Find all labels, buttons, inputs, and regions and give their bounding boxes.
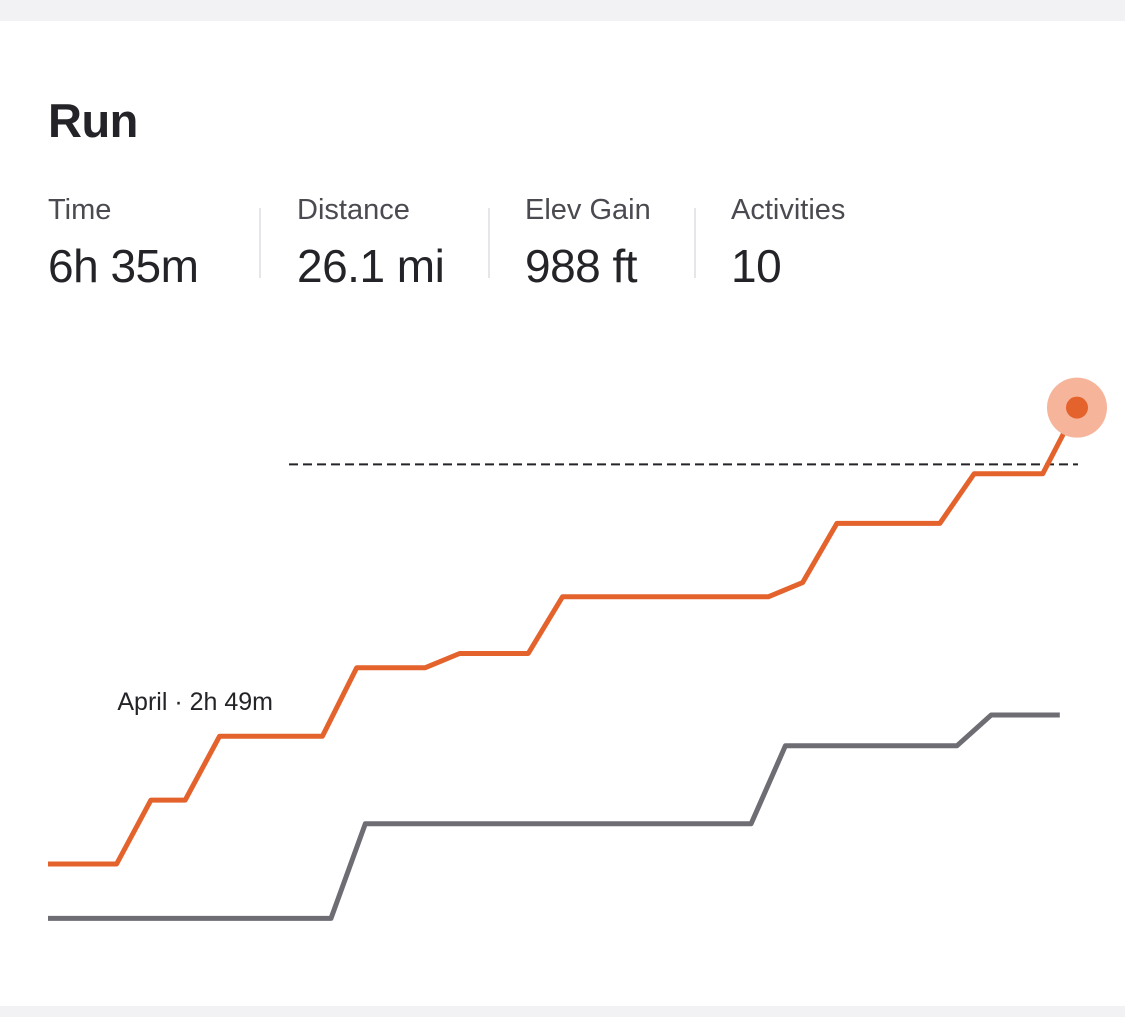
- previous-period-line: [48, 712, 1060, 921]
- stat-activities-value: 10: [731, 240, 782, 292]
- stat-activities-label: Activities: [731, 194, 846, 226]
- stat-elev-gain: Elev Gain 988 ft: [525, 190, 651, 294]
- reference-label: April · 2h 49m: [117, 688, 273, 716]
- stat-distance-value: 26.1 mi: [297, 240, 445, 292]
- stat-elev-gain-value: 988 ft: [525, 240, 638, 292]
- stat-distance: Distance 26.1 mi: [297, 190, 445, 294]
- current-endpoint-marker: [1066, 396, 1088, 419]
- stat-distance-label: Distance: [297, 194, 410, 226]
- stat-divider: [694, 208, 696, 278]
- run-summary-card: [0, 21, 1125, 1006]
- stat-divider: [259, 208, 261, 278]
- stat-activities: Activities 10: [731, 190, 845, 294]
- stat-time: Time 6h 35m: [48, 190, 199, 294]
- stat-time-label: Time: [48, 194, 112, 226]
- stat-divider: [488, 208, 490, 278]
- card-title: Run: [48, 94, 138, 147]
- stat-elev-gain-label: Elev Gain: [525, 194, 651, 226]
- stat-time-value: 6h 35m: [48, 240, 199, 292]
- current-period-line: [48, 406, 1080, 867]
